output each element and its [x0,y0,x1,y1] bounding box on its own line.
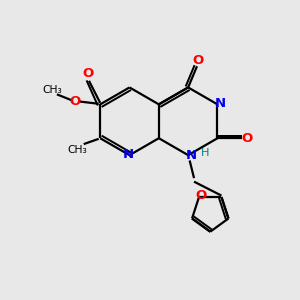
Text: H: H [200,148,209,158]
Text: N: N [215,97,226,110]
Text: O: O [70,95,81,108]
Text: O: O [196,189,207,202]
Text: N: N [122,148,134,161]
Text: CH₃: CH₃ [43,85,62,95]
Text: N: N [185,149,197,162]
Text: CH₃: CH₃ [67,145,87,155]
Text: O: O [83,67,94,80]
Text: O: O [193,54,204,68]
Text: O: O [241,132,253,145]
